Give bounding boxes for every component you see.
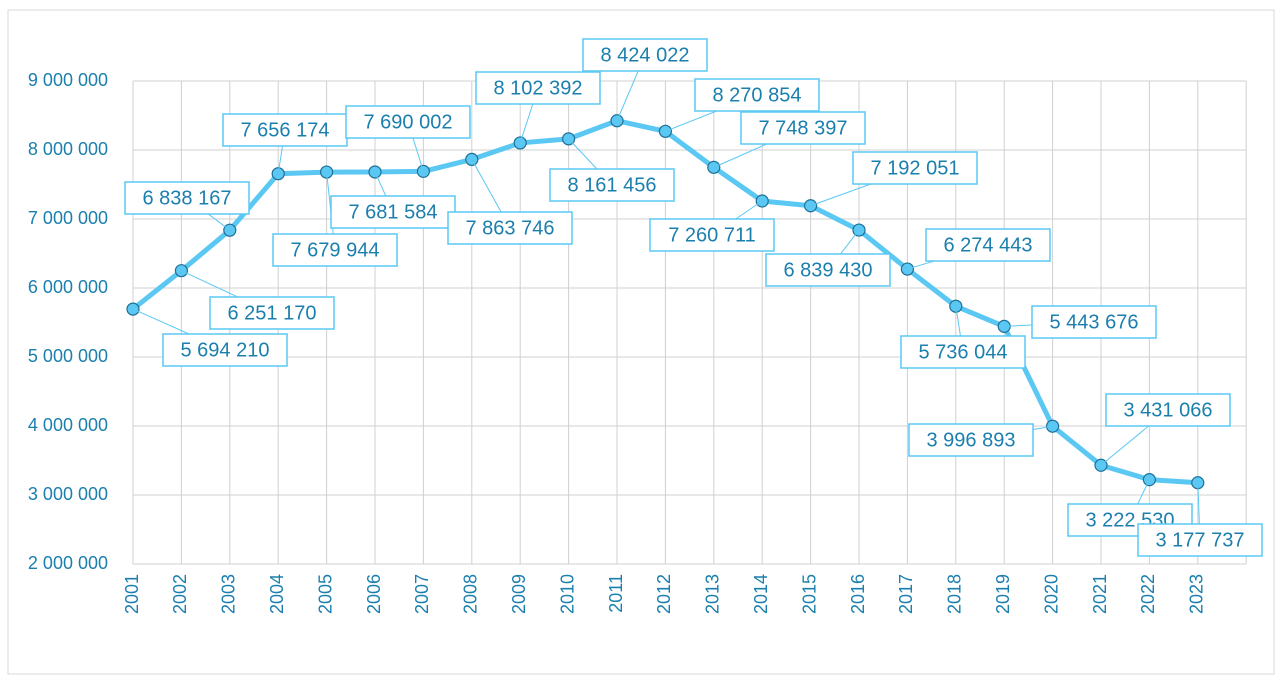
- x-tick-label: 2020: [1041, 574, 1061, 614]
- label-box: [740, 111, 866, 145]
- data-label: 7 681 584: [349, 201, 438, 223]
- data-label: 6 251 170: [228, 302, 317, 324]
- data-label: 5 443 676: [1050, 311, 1139, 333]
- labels: 5 694 210 6 251 170 6 838 167 7 656 174 7 67…: [124, 38, 1263, 557]
- x-tick-label: 2007: [412, 574, 432, 614]
- data-label: 7 192 051: [871, 157, 960, 179]
- x-tick-label: 2014: [751, 574, 771, 614]
- label-box: [345, 105, 471, 139]
- x-tick-label: 2013: [703, 574, 723, 614]
- data-label: 7 690 002: [364, 111, 453, 133]
- y-tick-label: 4 000 000: [28, 415, 108, 435]
- x-tick-label: 2021: [1090, 574, 1110, 614]
- grid: 2 000 000 3 000 000 4 000 000 5 000 000 6 00…: [28, 70, 1247, 614]
- label-box: [1137, 523, 1263, 557]
- data-label: 8 102 392: [494, 77, 583, 99]
- label-box: [475, 71, 601, 105]
- x-tick-label: 2022: [1138, 574, 1158, 614]
- label-box: [162, 333, 288, 367]
- label-box: [447, 211, 573, 245]
- x-tick-label: 2008: [461, 574, 481, 614]
- x-tick-label: 2012: [654, 574, 674, 614]
- x-tick-label: 2011: [606, 574, 626, 613]
- label-box: [852, 151, 978, 185]
- x-tick-label: 2017: [896, 574, 916, 614]
- y-tick-label: 3 000 000: [28, 484, 108, 504]
- data-label: 5 736 044: [919, 341, 1008, 363]
- data-label: 7 863 746: [466, 217, 555, 239]
- x-tick-label: 2004: [267, 574, 287, 614]
- data-label: 8 161 456: [568, 174, 657, 196]
- y-tick-label: 6 000 000: [28, 277, 108, 297]
- x-tick-label: 2018: [945, 574, 965, 614]
- y-tick-label: 9 000 000: [28, 70, 108, 90]
- label-box: [925, 228, 1051, 262]
- chart-border: [7, 9, 1275, 675]
- x-tick-label: 2016: [848, 574, 868, 614]
- data-label: 7 748 397: [759, 117, 848, 139]
- data-label: 3 996 893: [927, 429, 1016, 451]
- x-tick-label: 2003: [219, 574, 239, 614]
- data-label: 8 424 022: [601, 44, 690, 66]
- y-tick-label: 5 000 000: [28, 346, 108, 366]
- label-box: [1067, 503, 1193, 537]
- x-tick-label: 2006: [364, 574, 384, 614]
- data-label: 8 270 854: [713, 84, 802, 106]
- label-box: [124, 181, 250, 215]
- y-tick-label: 8 000 000: [28, 139, 108, 159]
- label-box: [272, 233, 398, 267]
- data-label: 6 839 430: [784, 259, 873, 281]
- label-box: [908, 423, 1034, 457]
- label-box: [1105, 393, 1231, 427]
- label-box: [900, 335, 1026, 369]
- data-label: 7 260 711: [668, 224, 756, 246]
- x-tick-label: 2015: [799, 574, 819, 614]
- data-label: 5 694 210: [181, 339, 270, 361]
- label-box: [549, 168, 675, 202]
- x-tick-label: 2005: [315, 574, 335, 614]
- data-label: 6 838 167: [143, 187, 232, 209]
- x-tick-label: 2002: [170, 574, 190, 614]
- label-box: [1031, 305, 1157, 339]
- x-tick-label: 2001: [122, 574, 142, 614]
- label-box: [694, 78, 820, 112]
- data-label: 3 431 066: [1124, 399, 1213, 421]
- label-box: [209, 296, 335, 330]
- label-box: [330, 195, 456, 229]
- label-box: [765, 253, 891, 287]
- x-tick-label: 2019: [993, 574, 1013, 614]
- data-label: 6 274 443: [944, 234, 1033, 256]
- data-label: 3 177 737: [1156, 529, 1245, 551]
- data-label: 7 679 944: [291, 239, 380, 261]
- x-tick-label: 2009: [509, 574, 529, 614]
- y-tick-label: 2 000 000: [28, 553, 108, 573]
- y-tick-label: 7 000 000: [28, 208, 108, 228]
- x-tick-label: 2010: [557, 574, 577, 614]
- label-box: [222, 113, 348, 147]
- data-label: 7 656 174: [241, 119, 330, 141]
- x-tick-label: 2023: [1187, 574, 1207, 614]
- label-box: [649, 218, 775, 252]
- label-box: [582, 38, 708, 72]
